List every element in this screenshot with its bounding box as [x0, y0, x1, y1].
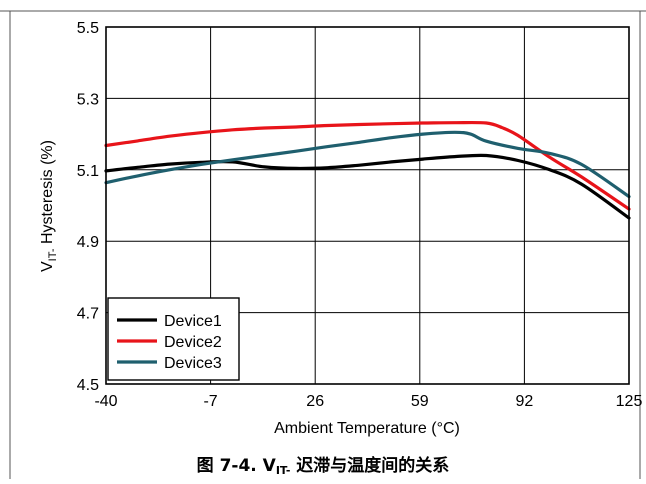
- y-tick-label-1: 4.7: [77, 306, 99, 323]
- figure-caption: 图 7-4. VIT- 迟滞与温度间的关系: [0, 451, 646, 477]
- legend: Device1 Device2 Device3: [107, 297, 240, 381]
- y-axis-label-rest: Hysteresis (%): [39, 140, 56, 248]
- x-tick-label-4: 92: [516, 393, 534, 410]
- legend-label-device2: Device2: [164, 334, 222, 351]
- caption-sub: IT-: [275, 464, 291, 477]
- y-axis-label-sub: IT-: [47, 248, 59, 261]
- x-tick-label-5: 125: [616, 393, 643, 410]
- plot-border: [105, 26, 630, 385]
- x-tick-label-1: -7: [203, 393, 217, 410]
- x-tick-label-0: -40: [94, 393, 117, 410]
- plot-border-rect: [105, 26, 630, 385]
- caption-suffix: 迟滞与温度间的关系: [290, 456, 450, 476]
- y-tick-label-0: 4.5: [77, 377, 99, 394]
- legend-box: [107, 297, 240, 381]
- tick-labels: -40 -7 26 59 92 125 4.5 4.7 4.9 5.1 5.3 5.5: [77, 20, 643, 410]
- y-tick-label-4: 5.3: [77, 91, 99, 108]
- series-line-device2: [104, 120, 631, 211]
- y-tick-label-3: 5.1: [77, 163, 99, 180]
- legend-label-device1: Device1: [164, 313, 222, 330]
- series-line-device3: [104, 130, 631, 199]
- y-tick-label-5: 5.5: [77, 20, 99, 37]
- x-axis-label: Ambient Temperature (°C): [274, 420, 460, 437]
- y-axis-label: VIT- Hysteresis (%): [39, 140, 59, 272]
- x-tick-label-3: 59: [411, 393, 429, 410]
- series-line-device1: [104, 153, 631, 220]
- y-axis-label-main: V: [39, 261, 56, 272]
- legend-label-device3: Device3: [164, 355, 222, 372]
- y-tick-label-2: 4.9: [77, 234, 99, 251]
- series-layer: [104, 120, 631, 220]
- x-tick-label-2: 26: [306, 393, 324, 410]
- caption-prefix: 图 7-4. V: [196, 456, 276, 476]
